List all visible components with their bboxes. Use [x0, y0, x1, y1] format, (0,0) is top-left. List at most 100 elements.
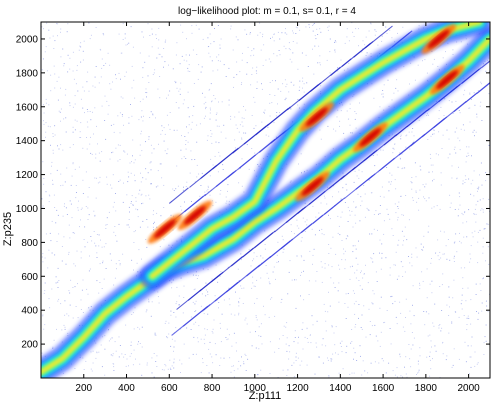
noise-speck — [153, 148, 155, 150]
noise-speck — [143, 115, 144, 117]
noise-speck — [95, 197, 97, 199]
noise-speck — [181, 158, 183, 160]
noise-speck — [100, 344, 102, 346]
y-tick-label: 800 — [21, 238, 38, 249]
noise-speck — [96, 125, 97, 127]
noise-speck — [243, 117, 245, 119]
noise-speck — [319, 229, 320, 231]
noise-speck — [183, 285, 185, 287]
noise-speck — [150, 183, 152, 185]
noise-speck — [146, 364, 148, 366]
noise-speck — [145, 88, 147, 90]
noise-speck — [440, 172, 442, 174]
noise-speck — [219, 365, 221, 366]
noise-speck — [373, 97, 375, 99]
noise-speck — [354, 170, 356, 172]
noise-speck — [131, 115, 133, 117]
noise-speck — [89, 268, 91, 270]
noise-speck — [147, 23, 149, 25]
noise-speck — [133, 349, 135, 351]
noise-speck — [182, 31, 184, 33]
noise-speck — [209, 88, 211, 90]
noise-speck — [159, 163, 161, 165]
noise-speck — [250, 265, 252, 267]
noise-speck — [389, 267, 391, 269]
noise-speck — [69, 146, 71, 148]
noise-speck — [211, 142, 213, 144]
noise-speck — [99, 160, 101, 162]
noise-speck — [190, 316, 192, 318]
noise-speck — [80, 251, 82, 253]
noise-speck — [307, 66, 309, 67]
noise-speck — [187, 132, 189, 134]
noise-speck — [84, 246, 86, 248]
noise-speck — [340, 110, 342, 112]
noise-speck — [425, 183, 427, 185]
noise-speck — [483, 228, 485, 230]
noise-speck — [429, 359, 431, 361]
noise-speck — [104, 120, 106, 121]
noise-speck — [256, 66, 258, 68]
noise-speck — [298, 336, 299, 338]
noise-speck — [41, 198, 43, 200]
noise-speck — [101, 58, 103, 60]
noise-speck — [316, 346, 318, 348]
noise-speck — [376, 154, 378, 156]
noise-speck — [375, 335, 377, 337]
noise-speck — [296, 42, 298, 44]
noise-speck — [77, 207, 79, 209]
noise-speck — [474, 365, 476, 367]
noise-speck — [159, 53, 161, 55]
noise-speck — [269, 102, 271, 104]
noise-speck — [472, 179, 474, 181]
noise-speck — [127, 43, 128, 45]
noise-speck — [399, 158, 401, 160]
noise-speck — [381, 35, 383, 37]
noise-speck — [265, 134, 267, 136]
noise-speck — [182, 189, 184, 191]
noise-speck — [398, 239, 400, 241]
noise-speck — [240, 253, 242, 255]
noise-speck — [142, 177, 144, 179]
noise-speck — [332, 196, 333, 198]
noise-speck — [163, 48, 165, 49]
noise-speck — [63, 65, 65, 67]
noise-speck — [170, 368, 172, 370]
noise-speck — [345, 238, 347, 240]
noise-speck — [487, 246, 489, 248]
noise-speck — [300, 295, 301, 297]
noise-speck — [340, 216, 342, 218]
noise-speck — [395, 264, 396, 266]
noise-speck — [120, 78, 121, 80]
noise-speck — [428, 225, 430, 227]
noise-speck — [471, 155, 472, 157]
noise-speck — [195, 271, 197, 273]
noise-speck — [138, 249, 140, 251]
noise-speck — [253, 127, 255, 129]
noise-speck — [462, 180, 464, 182]
noise-speck — [52, 347, 54, 349]
noise-speck — [176, 286, 178, 288]
noise-speck — [251, 287, 253, 289]
noise-speck — [241, 117, 243, 119]
noise-speck — [430, 135, 432, 137]
noise-speck — [80, 42, 82, 44]
noise-speck — [122, 201, 124, 203]
noise-speck — [230, 118, 232, 120]
noise-speck — [399, 157, 401, 159]
noise-speck — [203, 338, 205, 340]
noise-speck — [373, 214, 375, 215]
noise-speck — [190, 150, 192, 152]
noise-speck — [206, 365, 208, 366]
noise-speck — [173, 350, 174, 352]
noise-speck — [289, 260, 291, 262]
noise-speck — [282, 239, 284, 241]
noise-speck — [302, 80, 304, 82]
noise-speck — [211, 133, 213, 135]
noise-speck — [459, 196, 461, 198]
noise-speck — [219, 44, 221, 46]
noise-speck — [324, 267, 326, 269]
noise-speck — [104, 335, 106, 337]
noise-speck — [114, 277, 116, 279]
y-tick-label: 400 — [21, 306, 38, 317]
